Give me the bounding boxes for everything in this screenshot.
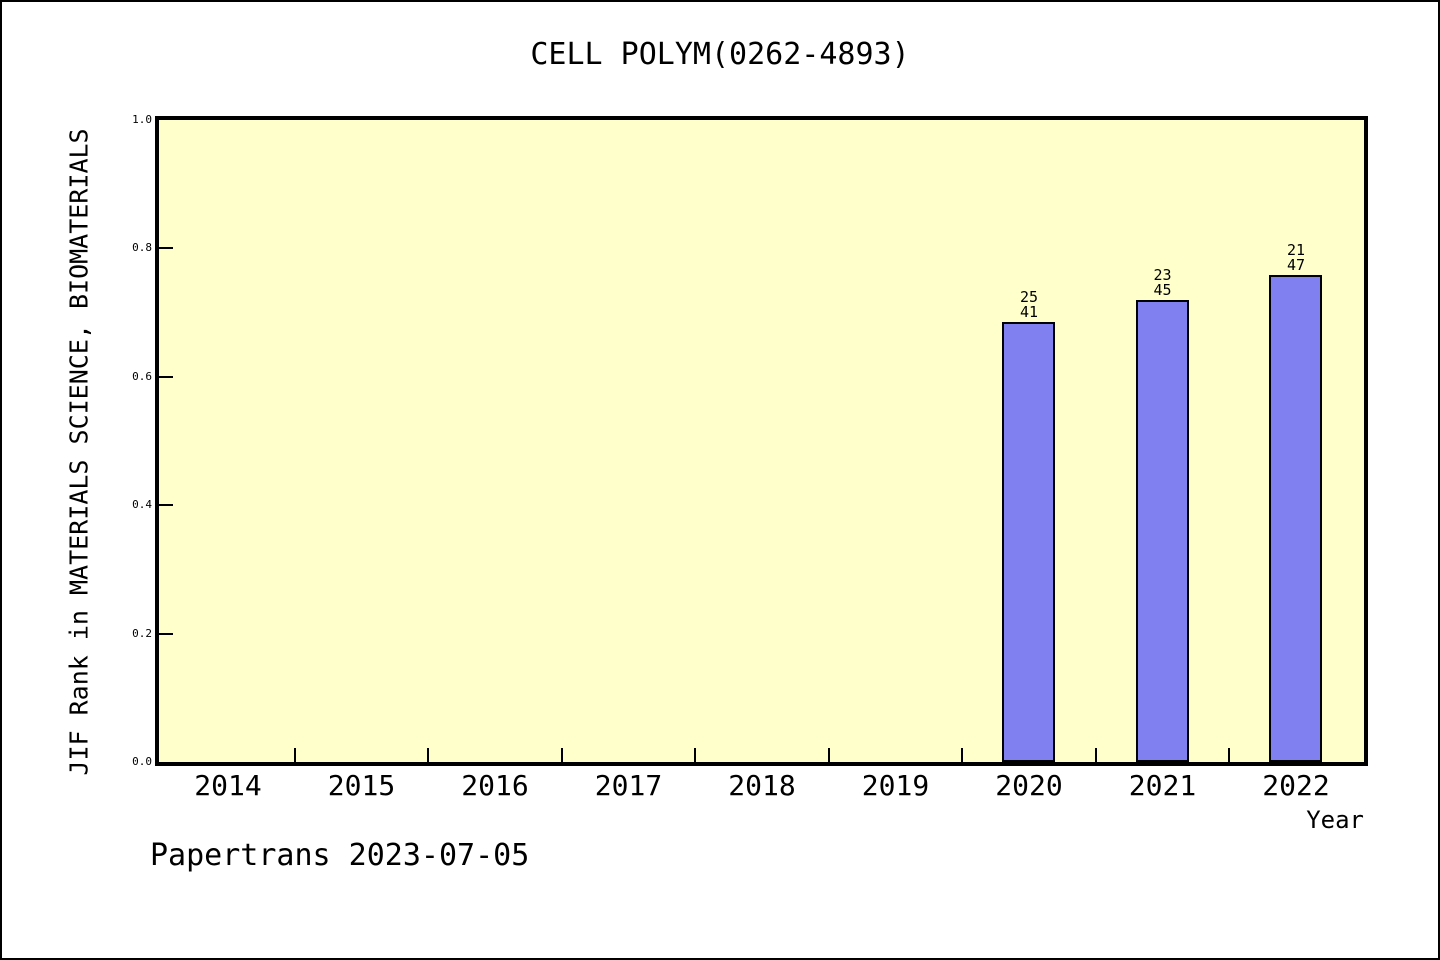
x-tick-label: 2020 [995, 769, 1063, 802]
bar-2020 [1002, 321, 1055, 762]
chart-title: CELL POLYM(0262-4893) [530, 37, 910, 72]
y-tick-label: 0.6 [132, 369, 152, 383]
y-tick-mark [159, 632, 173, 635]
x-tick-mark [427, 748, 430, 762]
x-tick-mark [961, 748, 964, 762]
y-tick-label: 1.0 [132, 113, 152, 126]
x-tick-mark [694, 748, 697, 762]
x-tick-mark [293, 748, 296, 762]
x-tick-label: 2018 [728, 769, 796, 802]
x-axis-label: Year [1306, 806, 1364, 834]
y-tick-mark [159, 247, 173, 250]
x-tick-label: 2016 [461, 769, 529, 802]
x-tick-mark [1094, 748, 1097, 762]
bar-value-label: 25 41 [1019, 287, 1039, 321]
x-tick-mark [827, 748, 830, 762]
footer-text: Papertrans 2023-07-05 [150, 838, 530, 873]
x-tick-label: 2017 [594, 769, 663, 802]
x-tick-mark [560, 748, 563, 762]
x-tick-label: 2014 [194, 769, 262, 802]
x-tick-label: 2021 [1128, 769, 1197, 802]
y-tick-label: 0.4 [132, 498, 152, 512]
y-axis-label: JIF Rank in MATERIALS SCIENCE, BIOMATERI… [64, 128, 94, 776]
x-tick-label: 2022 [1262, 769, 1330, 802]
y-tick-label: 0.2 [132, 626, 152, 640]
y-tick-label: 0.8 [132, 241, 152, 255]
bar-value-label: 21 47 [1286, 240, 1306, 274]
bar-value-label: 23 45 [1153, 265, 1172, 299]
x-tick-label: 2019 [861, 769, 930, 802]
y-tick-label: 0.0 [132, 755, 152, 768]
x-tick-label: 2015 [327, 769, 396, 802]
y-tick-mark [159, 504, 173, 507]
x-tick-mark [1228, 748, 1231, 762]
bar-2022 [1269, 274, 1322, 762]
bar-2021 [1135, 299, 1189, 762]
y-tick-mark [159, 375, 173, 378]
